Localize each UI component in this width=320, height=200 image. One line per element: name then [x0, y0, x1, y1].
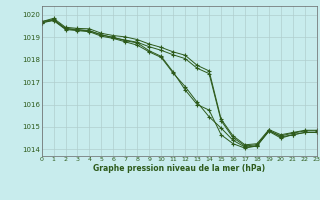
X-axis label: Graphe pression niveau de la mer (hPa): Graphe pression niveau de la mer (hPa): [93, 164, 265, 173]
